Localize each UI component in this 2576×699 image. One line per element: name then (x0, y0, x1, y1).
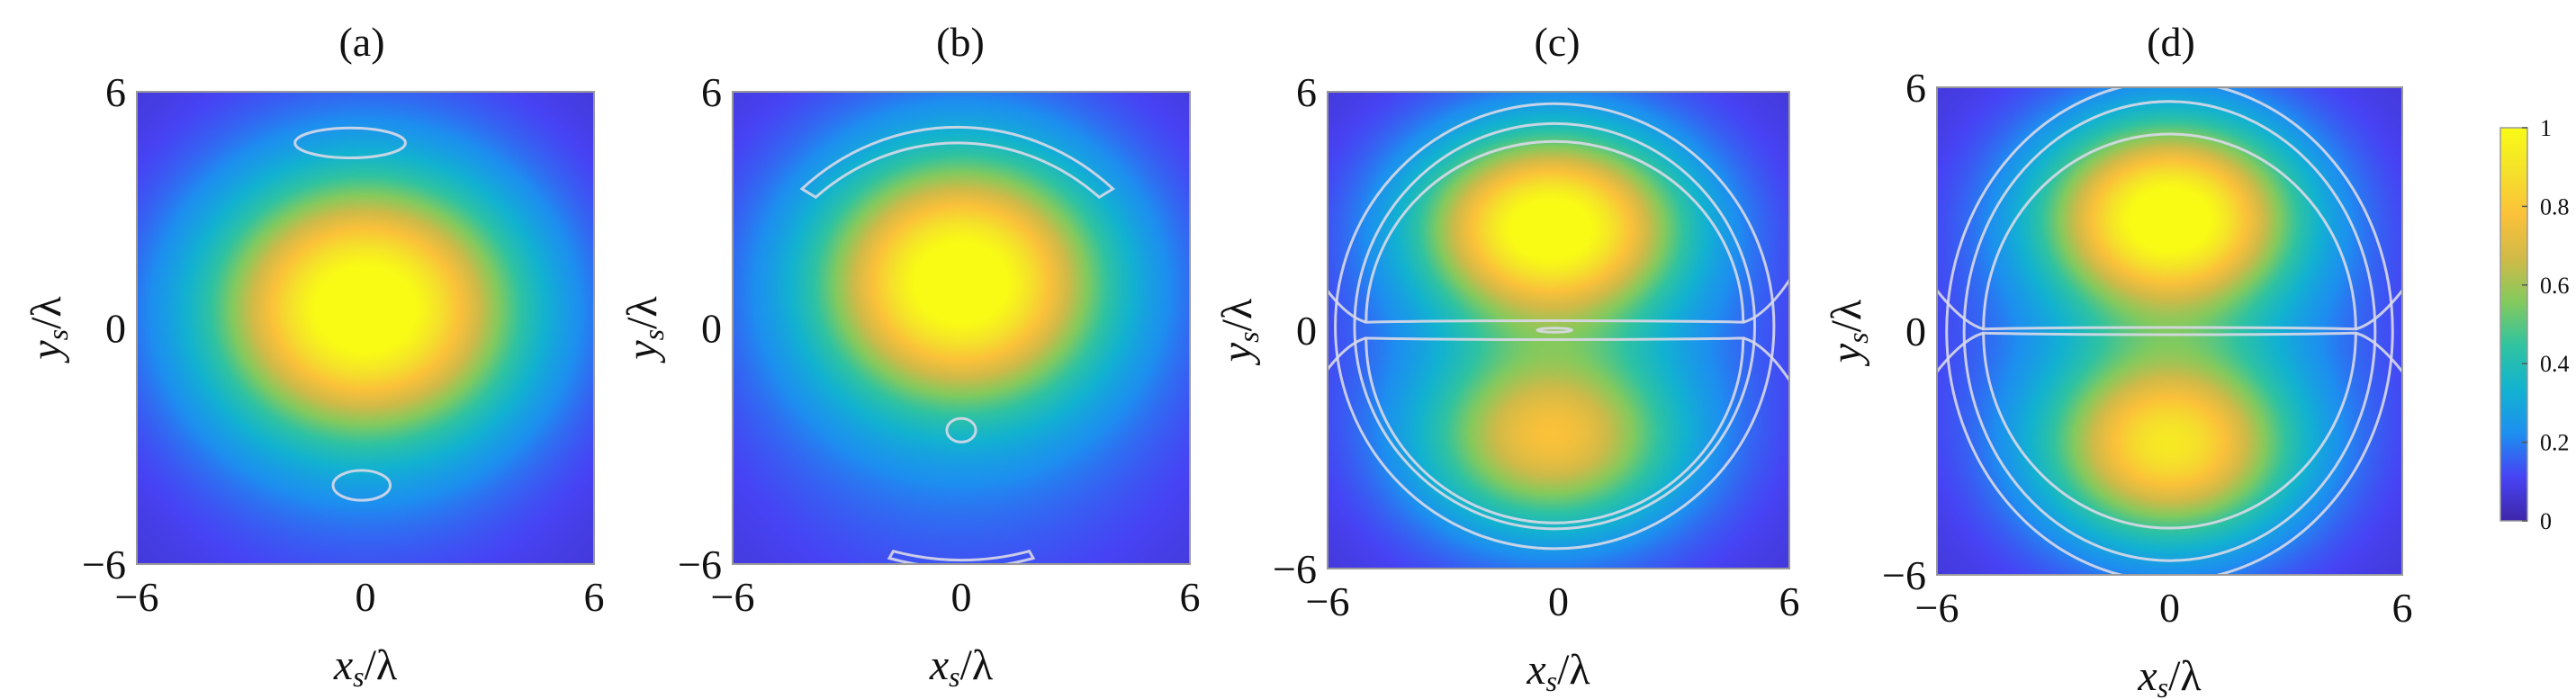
x-tick-label: 6 (2392, 585, 2413, 631)
y-tick-label: −6 (1882, 552, 1926, 598)
y-tick-label: 6 (701, 69, 722, 115)
contour-arm (1743, 336, 1789, 383)
heatmap-image (137, 92, 594, 564)
x-tick-label: 6 (1180, 574, 1201, 620)
y-tick-label: 0 (701, 306, 722, 352)
axes-frame (1327, 91, 1790, 569)
y-tick-label: −6 (82, 542, 126, 587)
colorbar-tick-label: 0 (2540, 508, 2552, 534)
contour-lines (799, 125, 1116, 564)
heatmap-image (733, 92, 1190, 564)
colorbar-tick-label: 0.4 (2540, 351, 2570, 377)
contour-arm (2355, 288, 2402, 331)
contour-lines (293, 126, 407, 502)
contour-0 (1334, 102, 1776, 551)
heatmap-image (1328, 92, 1789, 569)
y-tick-label: 6 (1905, 65, 1926, 111)
contour-1 (1962, 100, 2377, 562)
colorbar-tick-label: 0.2 (2540, 430, 2570, 456)
y-axis-label: ys/λ (618, 296, 670, 364)
colorbar-gradient (2499, 127, 2528, 522)
panel-title: (b) (936, 19, 985, 65)
colorbar-tick-label: 1 (2540, 115, 2552, 141)
axes-frame (1936, 86, 2403, 576)
heatmap-image (1937, 87, 2402, 575)
y-axis-label: ys/λ (1213, 298, 1265, 366)
contour-0 (799, 125, 1116, 200)
contour-arm (1937, 331, 1985, 374)
panel-a: (a) −6 0 6 −6 0 6 xs/λ ys/λ (23, 19, 605, 693)
y-axis-label: ys/λ (23, 296, 74, 364)
contour-lines (1937, 87, 2402, 575)
y-tick-label: 0 (1296, 308, 1317, 354)
x-axis-label: xs/λ (929, 641, 994, 693)
panel-b: (b) −6 0 6 −6 0 6 xs/λ ys/λ (618, 19, 1201, 693)
x-tick-label: 0 (2159, 585, 2180, 631)
panel-title: (c) (1534, 19, 1580, 65)
contour-3 (1982, 331, 2357, 530)
contour-3 (1365, 336, 1745, 524)
panel-title: (a) (338, 19, 384, 65)
x-tick-label: −6 (115, 574, 159, 620)
contour-2 (887, 549, 1036, 564)
x-axis-label: xs/λ (1526, 646, 1590, 697)
contour-0 (1945, 87, 2394, 575)
contour-0 (293, 126, 407, 159)
y-tick-label: −6 (1273, 546, 1317, 592)
panel-c: (c) −6 0 6 −6 0 6 xs/λ ys/λ (1213, 19, 1800, 697)
x-tick-label: −6 (1915, 585, 1959, 631)
contour-1 (945, 417, 977, 444)
contour-2 (1982, 132, 2357, 331)
contour-1 (1353, 121, 1757, 531)
contour-1 (331, 469, 392, 502)
y-axis-label: ys/λ (1823, 299, 1874, 367)
x-tick-label: 0 (951, 574, 972, 620)
contour-4 (1536, 327, 1573, 334)
contour-arm (2355, 331, 2402, 374)
x-tick-label: 0 (356, 574, 376, 620)
y-tick-label: 0 (1905, 309, 1926, 354)
contour-arm (1937, 288, 1985, 331)
y-tick-label: 0 (105, 306, 126, 352)
colorbar-tick-label: 0.6 (2540, 273, 2570, 299)
y-tick-label: −6 (678, 542, 722, 587)
axes-frame (136, 91, 595, 565)
y-tick-label: 6 (1296, 69, 1317, 115)
x-axis-label: xs/λ (2137, 652, 2202, 699)
contour-arm (1743, 277, 1789, 324)
contour-lines (1328, 102, 1789, 551)
x-tick-label: −6 (1306, 578, 1350, 624)
axes-frame (732, 91, 1191, 565)
contour-2 (1365, 139, 1745, 324)
panel-title: (d) (2147, 19, 2195, 65)
y-tick-label: 6 (105, 69, 126, 115)
colorbar-tick-label: 0.8 (2540, 193, 2570, 220)
x-tick-label: 6 (1779, 578, 1800, 624)
x-tick-label: 0 (1548, 578, 1569, 624)
x-tick-label: 6 (584, 574, 605, 620)
colorbar: 1 0.8 0.6 0.4 0.2 0 (2499, 115, 2570, 534)
x-axis-label: xs/λ (333, 641, 398, 693)
contour-arm (1328, 288, 1367, 324)
contour-arm (1328, 336, 1367, 372)
panel-d: (d) −6 0 6 −6 0 6 xs/λ ys/λ (1823, 19, 2413, 699)
x-tick-label: −6 (711, 574, 755, 620)
